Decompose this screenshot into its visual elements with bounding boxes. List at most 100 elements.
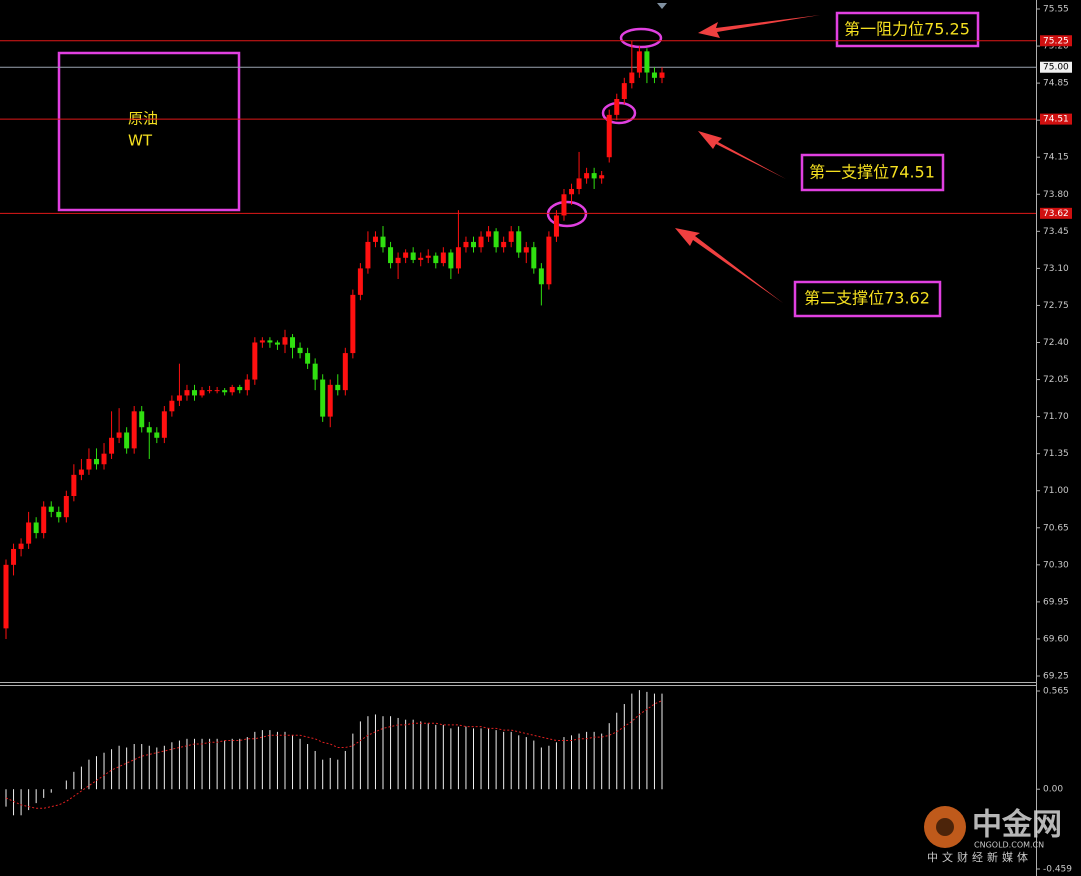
candle-body bbox=[63, 496, 69, 518]
y-tick-label: 72.75 bbox=[1043, 301, 1069, 311]
candle-body bbox=[116, 432, 122, 438]
arrow bbox=[698, 15, 820, 38]
candle-body bbox=[86, 458, 92, 470]
candle-body bbox=[101, 453, 107, 465]
y-tick-label: 69.95 bbox=[1043, 597, 1069, 607]
candle-body bbox=[531, 247, 537, 269]
watermark-site: CNGOLD.COM.CN bbox=[974, 841, 1044, 850]
candle-body bbox=[297, 347, 303, 354]
y-tick-label: 75.20 bbox=[1043, 42, 1069, 52]
candle-body bbox=[282, 337, 288, 345]
candle-body bbox=[561, 194, 567, 216]
candle-body bbox=[305, 353, 311, 364]
candle-body bbox=[651, 72, 657, 78]
candle-body bbox=[207, 390, 213, 392]
candle-body bbox=[244, 379, 250, 391]
candle-body bbox=[176, 395, 182, 401]
candle-body bbox=[184, 390, 190, 396]
candle-body bbox=[290, 337, 296, 348]
candle-body bbox=[267, 340, 273, 343]
candle-body bbox=[78, 469, 84, 475]
y-tick-label: 72.05 bbox=[1043, 375, 1069, 385]
candle-body bbox=[388, 247, 394, 264]
candle-body bbox=[599, 175, 605, 179]
candle-body bbox=[569, 188, 575, 195]
candle-body bbox=[478, 236, 484, 248]
candle-body bbox=[403, 252, 409, 258]
candle-body bbox=[18, 543, 24, 549]
candle-body bbox=[591, 173, 597, 179]
candle-body bbox=[553, 215, 559, 237]
candle-body bbox=[229, 386, 235, 393]
highlight-ellipse bbox=[546, 200, 588, 228]
candle-body bbox=[380, 236, 386, 248]
y-tick-label: 73.10 bbox=[1043, 264, 1069, 274]
candle-body bbox=[237, 386, 243, 391]
candle-body bbox=[124, 432, 130, 449]
candle-body bbox=[139, 411, 145, 428]
candle-body bbox=[48, 506, 54, 512]
candle-body bbox=[274, 342, 280, 345]
y-tick-label: 69.60 bbox=[1043, 634, 1069, 644]
macd-tick-label: -0.459 bbox=[1043, 865, 1072, 875]
candle-body bbox=[448, 252, 454, 269]
macd-tick-label: 0.565 bbox=[1043, 687, 1069, 697]
candle-body bbox=[606, 114, 612, 158]
y-tick-label: 71.35 bbox=[1043, 449, 1069, 459]
candle-body bbox=[372, 236, 378, 242]
candle-body bbox=[636, 51, 642, 73]
candle-body bbox=[418, 257, 424, 260]
candle-body bbox=[501, 241, 507, 248]
level-label: 74.51 bbox=[1043, 115, 1069, 125]
candle-body bbox=[214, 390, 220, 392]
candle-body bbox=[335, 384, 341, 391]
candle-body bbox=[199, 390, 205, 396]
candle-body bbox=[614, 98, 620, 115]
level-tag bbox=[1040, 35, 1072, 47]
y-tick-label: 71.00 bbox=[1043, 486, 1069, 496]
candle-body bbox=[470, 241, 476, 248]
callout-box bbox=[800, 153, 945, 192]
y-tick-label: 70.65 bbox=[1043, 523, 1069, 533]
candle-body bbox=[576, 178, 582, 189]
level-tag bbox=[1040, 207, 1072, 219]
candle-body bbox=[433, 255, 439, 264]
watermark-slogan: 中文财经新媒体 bbox=[927, 850, 1032, 864]
y-tick-label: 75.55 bbox=[1043, 5, 1069, 15]
candle-body bbox=[546, 236, 552, 285]
y-tick-label: 73.80 bbox=[1043, 190, 1069, 200]
candle-body bbox=[516, 231, 522, 253]
level-label: 73.62 bbox=[1043, 209, 1069, 219]
watermark-logo bbox=[936, 818, 954, 836]
candle-body bbox=[252, 342, 258, 380]
label-box-line: 原油 bbox=[128, 110, 158, 128]
candle-body bbox=[327, 384, 333, 417]
candle-body bbox=[493, 231, 499, 248]
level-tag bbox=[1040, 113, 1072, 125]
candle-body bbox=[259, 340, 265, 343]
candle-body bbox=[644, 51, 650, 73]
arrow bbox=[698, 131, 786, 179]
signal-line bbox=[5, 700, 663, 809]
candle-body bbox=[486, 231, 492, 237]
candle-body bbox=[584, 173, 590, 179]
y-tick-label: 71.70 bbox=[1043, 412, 1069, 422]
candle-body bbox=[3, 564, 9, 629]
candle-body bbox=[342, 353, 348, 391]
y-tick-label: 73.45 bbox=[1043, 227, 1069, 237]
candle-body bbox=[350, 294, 356, 354]
y-tick-label: 72.40 bbox=[1043, 338, 1069, 348]
watermark-name: 中金网 bbox=[972, 808, 1062, 843]
candle-body bbox=[146, 427, 152, 433]
candle-body bbox=[365, 241, 371, 269]
callout-text: 第一支撑位74.51 bbox=[809, 163, 935, 182]
candle-body bbox=[463, 241, 469, 248]
y-tick-label: 69.25 bbox=[1043, 672, 1069, 682]
candle-body bbox=[320, 379, 326, 417]
candle-body bbox=[395, 257, 401, 264]
candle-body bbox=[621, 83, 627, 99]
candle-body bbox=[629, 72, 635, 84]
candle-body bbox=[410, 252, 416, 260]
candle-body bbox=[312, 363, 318, 380]
